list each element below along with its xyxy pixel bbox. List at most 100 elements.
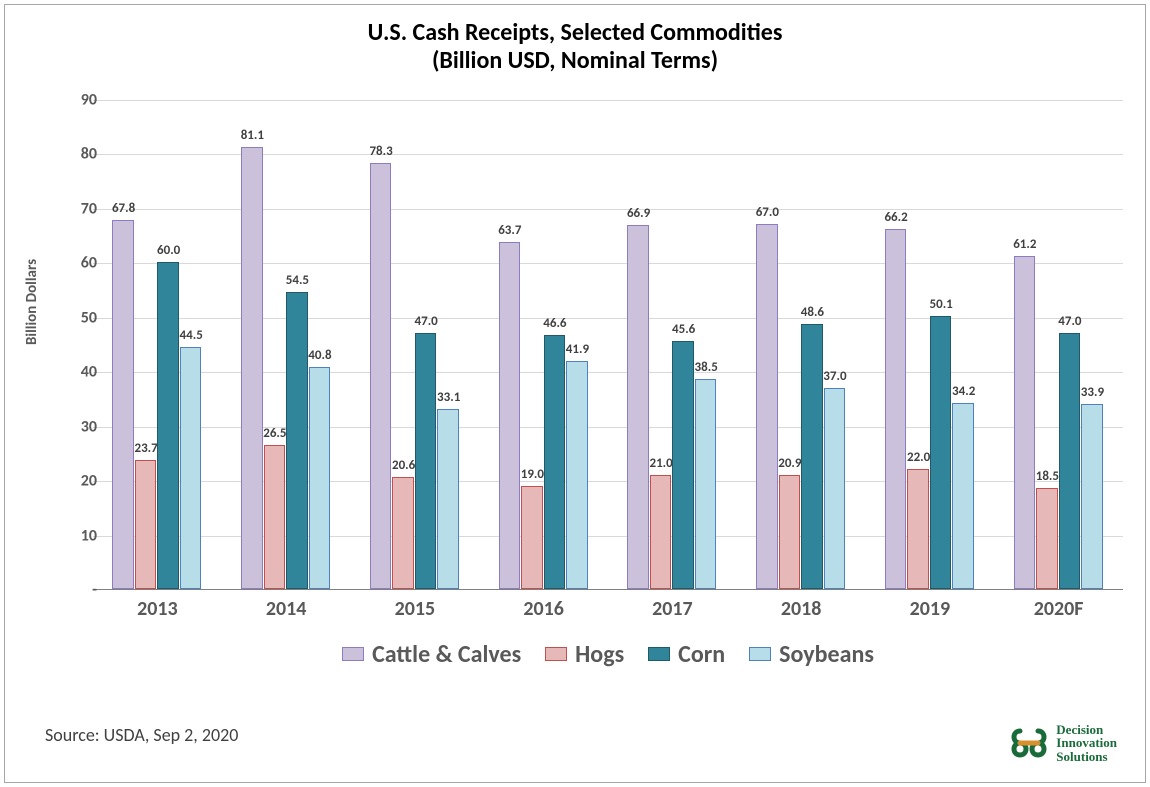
bar-value-label: 66.2 xyxy=(884,210,907,225)
bar-value-label: 67.8 xyxy=(112,201,135,216)
bar-value-label: 21.0 xyxy=(649,456,672,471)
brand-logo: Decision Innovation Solutions xyxy=(1008,722,1117,764)
legend-swatch xyxy=(545,647,567,661)
bar-value-label: 22.0 xyxy=(907,450,930,465)
bar xyxy=(627,225,649,589)
bar-value-label: 44.5 xyxy=(180,328,203,343)
bar xyxy=(521,486,543,589)
x-tick-label: 2017 xyxy=(652,597,693,621)
y-tick-label: 90 xyxy=(57,91,97,110)
logo-line-2: Innovation xyxy=(1056,736,1117,750)
title-line-1: U.S. Cash Receipts, Selected Commodities xyxy=(5,19,1145,47)
bar xyxy=(566,361,588,589)
x-tick-label: 2019 xyxy=(910,597,951,621)
bar-value-label: 20.9 xyxy=(778,456,801,471)
legend-item: Cattle & Calves xyxy=(342,640,521,669)
bar xyxy=(286,292,308,589)
bar xyxy=(756,224,778,589)
bar-value-label: 19.0 xyxy=(521,467,544,482)
legend-item: Soybeans xyxy=(749,640,874,669)
x-tick-label: 2014 xyxy=(266,597,307,621)
y-tick-label: 20 xyxy=(57,472,97,491)
knot-icon xyxy=(1008,722,1050,764)
bar-value-label: 47.0 xyxy=(1058,314,1081,329)
bar xyxy=(1081,404,1103,589)
y-tick-label: 80 xyxy=(57,145,97,164)
bar-value-label: 34.2 xyxy=(952,384,975,399)
y-tick-label: 10 xyxy=(57,526,97,545)
bar-value-label: 41.9 xyxy=(566,342,589,357)
bar-value-label: 81.1 xyxy=(241,128,264,143)
plot-area: 67.8 23.7 60.0 44.5 81.1 26.5 54.5 40.8 78.3 20.6… xyxy=(93,100,1123,590)
x-tick-label: 2020F xyxy=(1034,597,1084,621)
bar-value-label: 78.3 xyxy=(369,144,392,159)
bar xyxy=(370,163,392,589)
bar xyxy=(309,367,331,589)
x-tick-label: 2018 xyxy=(781,597,822,621)
bar-value-label: 33.1 xyxy=(437,390,460,405)
chart-title: U.S. Cash Receipts, Selected Commodities… xyxy=(5,5,1145,74)
x-tick-label: 2016 xyxy=(523,597,564,621)
logo-line-1: Decision xyxy=(1056,723,1117,737)
bar xyxy=(1014,256,1036,589)
bar-value-label: 23.7 xyxy=(134,441,157,456)
bar xyxy=(180,347,202,589)
title-line-2: (Billion USD, Nominal Terms) xyxy=(5,47,1145,75)
bar-value-label: 33.9 xyxy=(1081,385,1104,400)
bar xyxy=(952,403,974,589)
x-tick-label: 2013 xyxy=(137,597,178,621)
x-tick-label: 2015 xyxy=(395,597,436,621)
legend-label: Cattle & Calves xyxy=(372,640,521,669)
bar xyxy=(415,333,437,589)
bar-value-label: 63.7 xyxy=(498,223,521,238)
y-tick-label: 40 xyxy=(57,363,97,382)
source-text: Source: USDA, Sep 2, 2020 xyxy=(45,724,238,746)
bar-value-label: 48.6 xyxy=(801,305,824,320)
bar-value-label: 37.0 xyxy=(823,369,846,384)
y-tick-label: 70 xyxy=(57,199,97,218)
logo-line-3: Solutions xyxy=(1056,750,1117,764)
bar-value-label: 67.0 xyxy=(756,205,779,220)
legend-label: Hogs xyxy=(575,640,624,669)
bar xyxy=(930,316,952,589)
bar xyxy=(695,379,717,589)
bar xyxy=(392,477,414,589)
bar-value-label: 40.8 xyxy=(308,348,331,363)
y-axis-label: Billion Dollars xyxy=(23,259,41,345)
bar xyxy=(824,388,846,589)
bar-value-label: 26.5 xyxy=(263,426,286,441)
legend-swatch xyxy=(749,647,771,661)
y-tick-label: 50 xyxy=(57,308,97,327)
bars-layer: 67.8 23.7 60.0 44.5 81.1 26.5 54.5 40.8 78.3 20.6… xyxy=(93,100,1123,589)
bar xyxy=(907,469,929,589)
legend-label: Corn xyxy=(678,640,725,669)
legend-swatch xyxy=(342,647,364,661)
bar-value-label: 20.6 xyxy=(392,458,415,473)
bar xyxy=(157,262,179,589)
bar xyxy=(544,335,566,589)
bar-value-label: 46.6 xyxy=(543,316,566,331)
bar xyxy=(1059,333,1081,589)
bar-value-label: 38.5 xyxy=(695,360,718,375)
legend-label: Soybeans xyxy=(779,640,874,669)
bar-value-label: 45.6 xyxy=(672,322,695,337)
legend-item: Corn xyxy=(648,640,725,669)
bar xyxy=(1036,488,1058,589)
bar xyxy=(650,475,672,589)
bar xyxy=(135,460,157,589)
y-tick-label: 30 xyxy=(57,417,97,436)
bar-value-label: 50.1 xyxy=(930,297,953,312)
bar xyxy=(779,475,801,589)
bar xyxy=(885,229,907,589)
legend: Cattle & Calves Hogs Corn Soybeans xyxy=(93,639,1123,669)
bar-value-label: 60.0 xyxy=(157,243,180,258)
bar xyxy=(112,220,134,589)
bar-value-label: 47.0 xyxy=(415,314,438,329)
y-tick-label: - xyxy=(57,581,97,600)
bar xyxy=(264,445,286,589)
chart-frame: U.S. Cash Receipts, Selected Commodities… xyxy=(4,4,1146,783)
bar-value-label: 54.5 xyxy=(286,273,309,288)
bar-value-label: 61.2 xyxy=(1013,237,1036,252)
bar xyxy=(241,147,263,589)
legend-item: Hogs xyxy=(545,640,624,669)
